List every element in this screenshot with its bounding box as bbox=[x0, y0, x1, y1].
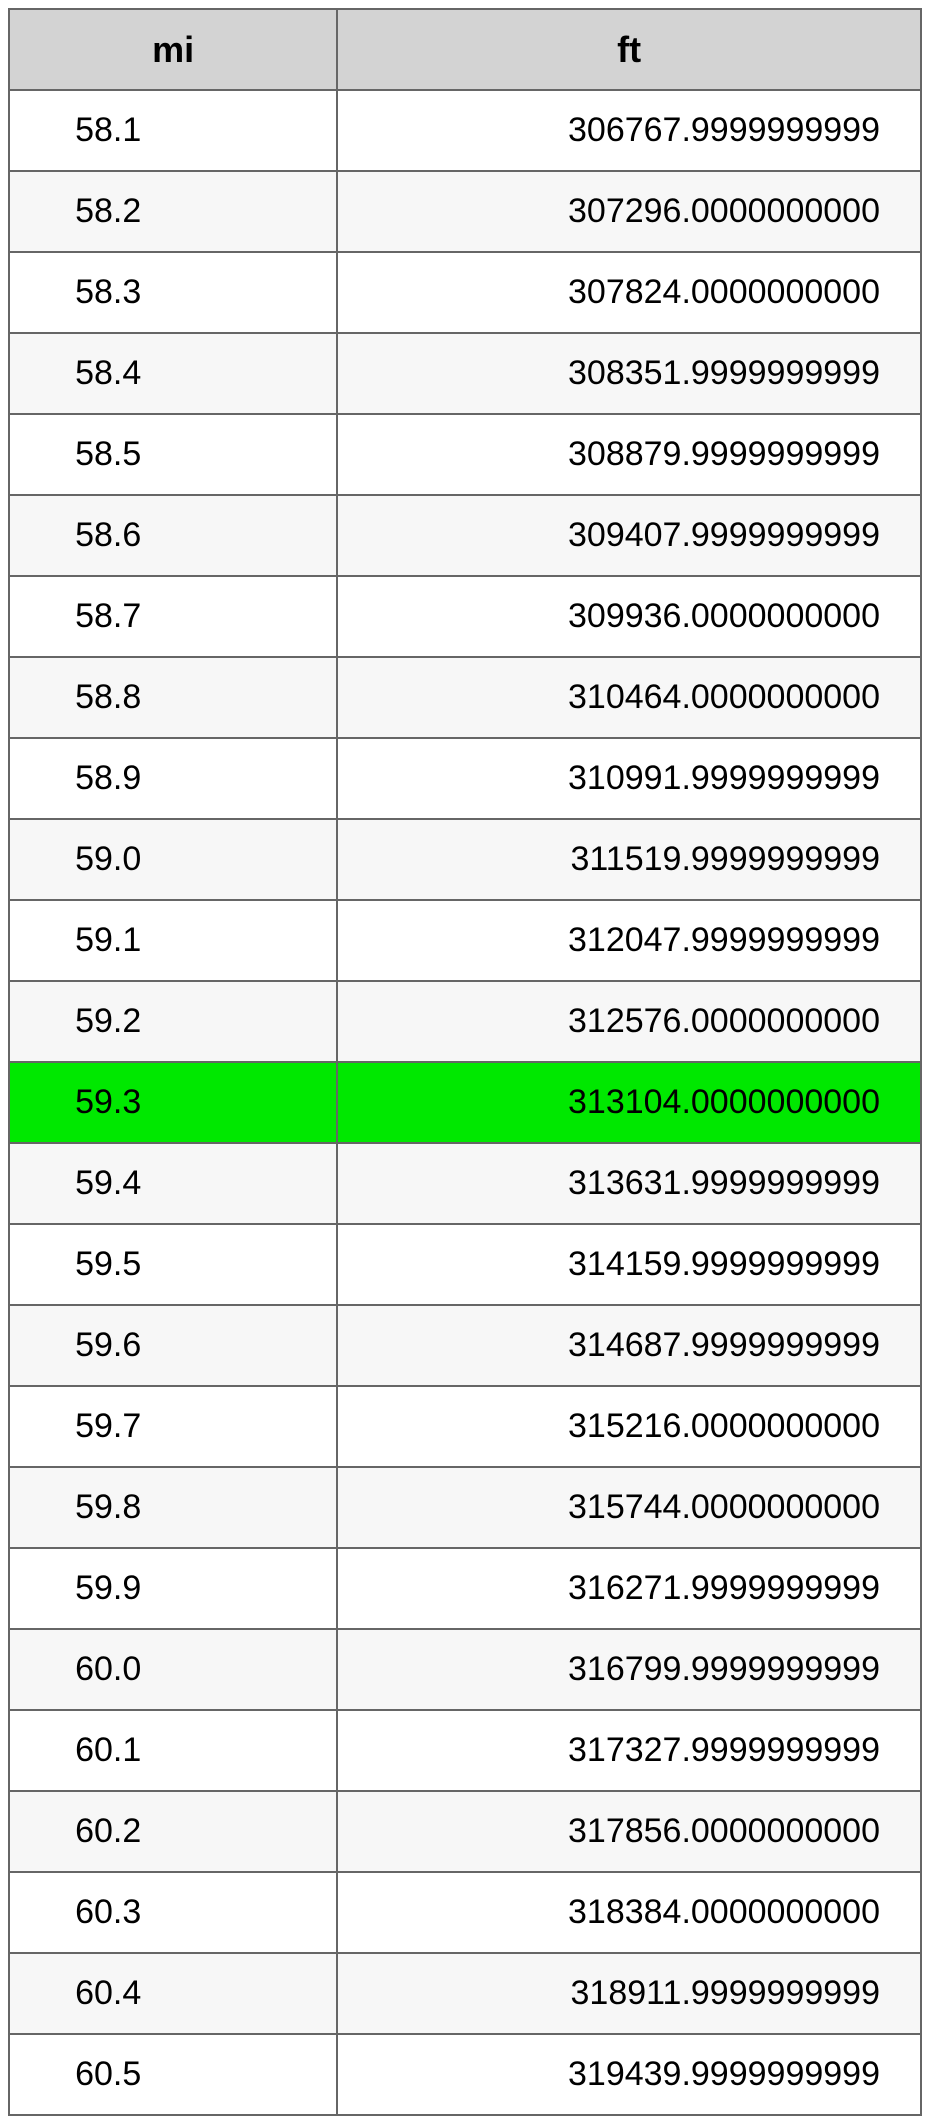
table-row: 58.3307824.0000000000 bbox=[9, 252, 921, 333]
cell-mi: 58.1 bbox=[9, 90, 337, 171]
cell-mi: 60.1 bbox=[9, 1710, 337, 1791]
cell-mi: 59.0 bbox=[9, 819, 337, 900]
cell-mi: 60.2 bbox=[9, 1791, 337, 1872]
cell-ft: 311519.9999999999 bbox=[337, 819, 921, 900]
table-row: 58.8310464.0000000000 bbox=[9, 657, 921, 738]
cell-ft: 313104.0000000000 bbox=[337, 1062, 921, 1143]
cell-ft: 307824.0000000000 bbox=[337, 252, 921, 333]
cell-mi: 59.5 bbox=[9, 1224, 337, 1305]
table-row: 58.9310991.9999999999 bbox=[9, 738, 921, 819]
cell-mi: 58.4 bbox=[9, 333, 337, 414]
cell-ft: 319439.9999999999 bbox=[337, 2034, 921, 2115]
cell-mi: 58.7 bbox=[9, 576, 337, 657]
table-row: 59.9316271.9999999999 bbox=[9, 1548, 921, 1629]
cell-ft: 308351.9999999999 bbox=[337, 333, 921, 414]
cell-mi: 58.5 bbox=[9, 414, 337, 495]
cell-mi: 59.3 bbox=[9, 1062, 337, 1143]
cell-ft: 313631.9999999999 bbox=[337, 1143, 921, 1224]
table-row: 60.0316799.9999999999 bbox=[9, 1629, 921, 1710]
table-row: 60.5319439.9999999999 bbox=[9, 2034, 921, 2115]
cell-ft: 318911.9999999999 bbox=[337, 1953, 921, 2034]
cell-ft: 308879.9999999999 bbox=[337, 414, 921, 495]
cell-mi: 60.5 bbox=[9, 2034, 337, 2115]
table-row: 60.4318911.9999999999 bbox=[9, 1953, 921, 2034]
cell-mi: 58.6 bbox=[9, 495, 337, 576]
cell-ft: 315216.0000000000 bbox=[337, 1386, 921, 1467]
cell-ft: 314159.9999999999 bbox=[337, 1224, 921, 1305]
cell-mi: 59.6 bbox=[9, 1305, 337, 1386]
cell-ft: 316271.9999999999 bbox=[337, 1548, 921, 1629]
cell-mi: 58.2 bbox=[9, 171, 337, 252]
cell-mi: 58.8 bbox=[9, 657, 337, 738]
col-header-ft: ft bbox=[337, 9, 921, 90]
table-row: 60.1317327.9999999999 bbox=[9, 1710, 921, 1791]
cell-ft: 309407.9999999999 bbox=[337, 495, 921, 576]
cell-ft: 314687.9999999999 bbox=[337, 1305, 921, 1386]
cell-mi: 59.7 bbox=[9, 1386, 337, 1467]
cell-ft: 317327.9999999999 bbox=[337, 1710, 921, 1791]
cell-mi: 59.4 bbox=[9, 1143, 337, 1224]
cell-ft: 316799.9999999999 bbox=[337, 1629, 921, 1710]
table-row: 58.4308351.9999999999 bbox=[9, 333, 921, 414]
table-row: 59.3313104.0000000000 bbox=[9, 1062, 921, 1143]
cell-mi: 60.0 bbox=[9, 1629, 337, 1710]
table-row: 59.6314687.9999999999 bbox=[9, 1305, 921, 1386]
cell-mi: 60.3 bbox=[9, 1872, 337, 1953]
cell-ft: 307296.0000000000 bbox=[337, 171, 921, 252]
cell-ft: 315744.0000000000 bbox=[337, 1467, 921, 1548]
table-row: 58.5308879.9999999999 bbox=[9, 414, 921, 495]
cell-mi: 60.4 bbox=[9, 1953, 337, 2034]
table-row: 59.2312576.0000000000 bbox=[9, 981, 921, 1062]
table-row: 58.1306767.9999999999 bbox=[9, 90, 921, 171]
table-row: 58.2307296.0000000000 bbox=[9, 171, 921, 252]
col-header-mi: mi bbox=[9, 9, 337, 90]
table-row: 58.6309407.9999999999 bbox=[9, 495, 921, 576]
conversion-table-container: mi ft 58.1306767.999999999958.2307296.00… bbox=[0, 0, 930, 2124]
table-row: 60.3318384.0000000000 bbox=[9, 1872, 921, 1953]
table-row: 59.0311519.9999999999 bbox=[9, 819, 921, 900]
cell-ft: 309936.0000000000 bbox=[337, 576, 921, 657]
cell-mi: 58.9 bbox=[9, 738, 337, 819]
cell-ft: 306767.9999999999 bbox=[337, 90, 921, 171]
table-row: 59.1312047.9999999999 bbox=[9, 900, 921, 981]
cell-mi: 59.9 bbox=[9, 1548, 337, 1629]
table-row: 59.7315216.0000000000 bbox=[9, 1386, 921, 1467]
cell-ft: 312047.9999999999 bbox=[337, 900, 921, 981]
table-row: 60.2317856.0000000000 bbox=[9, 1791, 921, 1872]
cell-ft: 318384.0000000000 bbox=[337, 1872, 921, 1953]
table-row: 59.8315744.0000000000 bbox=[9, 1467, 921, 1548]
table-body: 58.1306767.999999999958.2307296.00000000… bbox=[9, 90, 921, 2115]
cell-ft: 310464.0000000000 bbox=[337, 657, 921, 738]
cell-mi: 59.8 bbox=[9, 1467, 337, 1548]
cell-ft: 310991.9999999999 bbox=[337, 738, 921, 819]
cell-mi: 58.3 bbox=[9, 252, 337, 333]
cell-mi: 59.1 bbox=[9, 900, 337, 981]
conversion-table: mi ft 58.1306767.999999999958.2307296.00… bbox=[8, 8, 922, 2116]
cell-mi: 59.2 bbox=[9, 981, 337, 1062]
table-header-row: mi ft bbox=[9, 9, 921, 90]
table-row: 58.7309936.0000000000 bbox=[9, 576, 921, 657]
table-row: 59.5314159.9999999999 bbox=[9, 1224, 921, 1305]
cell-ft: 317856.0000000000 bbox=[337, 1791, 921, 1872]
cell-ft: 312576.0000000000 bbox=[337, 981, 921, 1062]
table-row: 59.4313631.9999999999 bbox=[9, 1143, 921, 1224]
